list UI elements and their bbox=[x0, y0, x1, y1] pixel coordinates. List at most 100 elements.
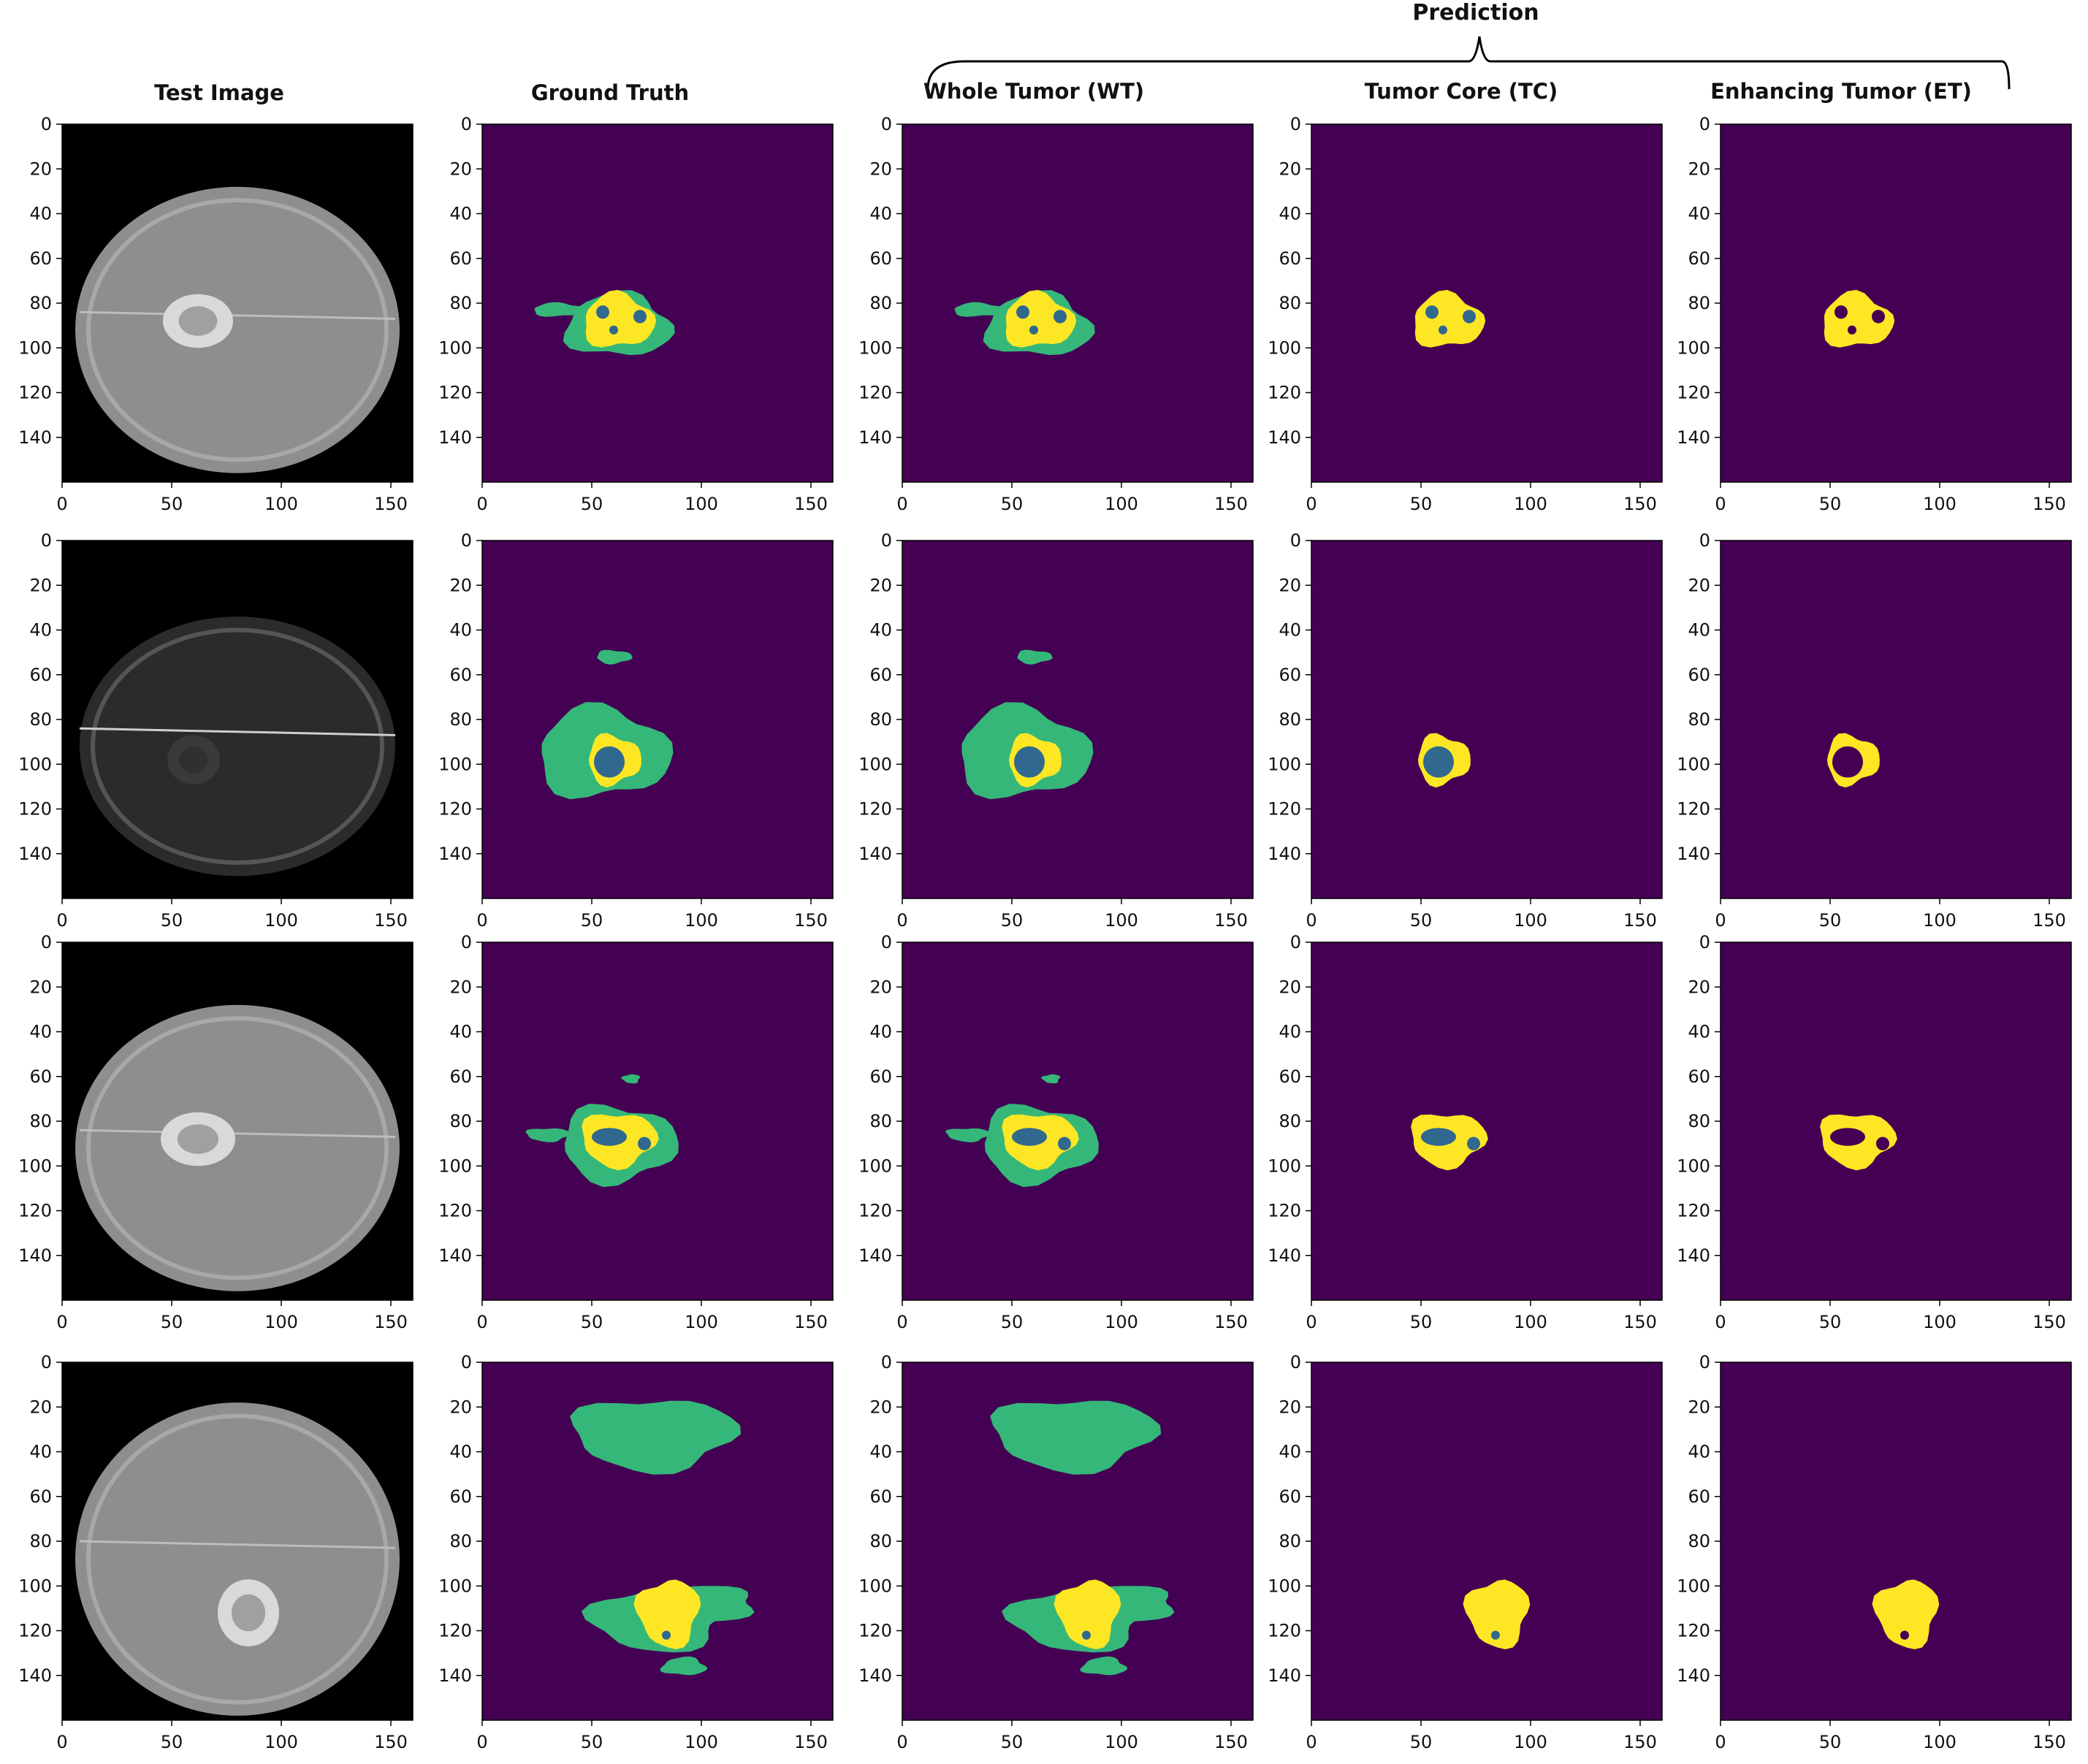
panel-row3-test-image: 0 20 40 60 80 100 120 140 0 50 100 150 bbox=[0, 932, 424, 1344]
y-tick-label: 140 bbox=[1268, 427, 1301, 448]
panel-row2-test-image: 0 20 40 60 80 100 120 140 0 50 100 150 bbox=[0, 530, 424, 942]
panel-plot: 0 20 40 60 80 100 120 140 0 50 100 150 bbox=[858, 1352, 1254, 1752]
panel-row1-whole-tumor: 0 20 40 60 80 100 120 140 0 50 100 150 bbox=[840, 114, 1264, 526]
image-area: 0 20 40 60 80 100 120 140 0 50 100 150 bbox=[18, 114, 414, 514]
y-tick-label: 140 bbox=[858, 844, 892, 864]
image-area: 0 20 40 60 80 100 120 140 0 50 100 150 bbox=[1677, 932, 2072, 1332]
column-title-whole-tumor: Whole Tumor (WT) bbox=[923, 79, 1145, 104]
y-tick-label: 120 bbox=[1677, 1621, 1710, 1641]
y-tick-label: 20 bbox=[1279, 575, 1301, 595]
y-tick-label: 120 bbox=[438, 1201, 472, 1221]
x-tick-label: 50 bbox=[161, 910, 183, 931]
image-area: 0 20 40 60 80 100 120 140 0 50 100 150 bbox=[858, 1352, 1254, 1752]
panel-plot: 0 20 40 60 80 100 120 140 0 50 100 150 bbox=[1677, 932, 2072, 1332]
y-tick-label: 80 bbox=[1279, 709, 1301, 730]
panel-row3-ground-truth: 0 20 40 60 80 100 120 140 0 50 100 150 bbox=[420, 932, 844, 1344]
x-tick-label: 150 bbox=[794, 494, 828, 514]
y-tick-label: 20 bbox=[29, 575, 52, 595]
x-tick-label: 100 bbox=[1514, 1312, 1547, 1332]
y-tick-label: 140 bbox=[858, 1665, 892, 1686]
x-tick-label: 0 bbox=[1715, 910, 1726, 931]
x-tick-label: 100 bbox=[685, 1732, 718, 1752]
panel-row4-enhancing-tumor: 0 20 40 60 80 100 120 140 0 50 100 150 bbox=[1658, 1352, 2082, 1764]
panel-row1-tumor-core: 0 20 40 60 80 100 120 140 0 50 100 150 bbox=[1249, 114, 1673, 526]
y-tick-label: 60 bbox=[449, 1486, 472, 1507]
panel-plot: 0 20 40 60 80 100 120 140 0 50 100 150 bbox=[18, 530, 414, 931]
y-tick-label: 60 bbox=[1688, 665, 1710, 685]
y-tick-label: 0 bbox=[1290, 932, 1301, 952]
x-tick-label: 150 bbox=[374, 1732, 408, 1752]
y-tick-label: 20 bbox=[1279, 977, 1301, 997]
y-tick-label: 40 bbox=[869, 620, 892, 641]
y-tick-label: 140 bbox=[1677, 1665, 1710, 1686]
x-tick-label: 50 bbox=[581, 1312, 603, 1332]
y-tick-label: 80 bbox=[869, 709, 892, 730]
x-tick-label: 0 bbox=[1306, 910, 1317, 931]
y-tick-label: 140 bbox=[18, 1245, 52, 1266]
column-title-ground-truth: Ground Truth bbox=[530, 80, 690, 105]
y-tick-label: 60 bbox=[869, 1066, 892, 1087]
y-tick-label: 100 bbox=[438, 1576, 472, 1596]
y-tick-label: 20 bbox=[1688, 159, 1710, 179]
image-area: 0 20 40 60 80 100 120 140 0 50 100 150 bbox=[438, 932, 834, 1332]
y-tick-label: 60 bbox=[869, 665, 892, 685]
image-area: 0 20 40 60 80 100 120 140 0 50 100 150 bbox=[18, 530, 414, 931]
panel-row1-ground-truth: 0 20 40 60 80 100 120 140 0 50 100 150 bbox=[420, 114, 844, 526]
x-tick-label: 150 bbox=[1214, 1732, 1248, 1752]
y-tick-label: 80 bbox=[449, 293, 472, 313]
x-tick-label: 50 bbox=[1001, 494, 1024, 514]
y-tick-label: 0 bbox=[1290, 530, 1301, 551]
y-tick-label: 100 bbox=[1677, 1576, 1710, 1596]
y-tick-label: 40 bbox=[1279, 620, 1301, 641]
y-tick-label: 60 bbox=[29, 1486, 52, 1507]
y-tick-label: 0 bbox=[41, 114, 52, 134]
y-tick-label: 120 bbox=[1268, 1201, 1301, 1221]
y-tick-label: 60 bbox=[449, 1066, 472, 1087]
y-tick-label: 100 bbox=[1268, 1576, 1301, 1596]
image-area: 0 20 40 60 80 100 120 140 0 50 100 150 bbox=[1677, 1352, 2072, 1752]
y-tick-label: 40 bbox=[1688, 1022, 1710, 1042]
y-tick-label: 120 bbox=[1268, 799, 1301, 820]
y-tick-label: 120 bbox=[438, 383, 472, 403]
y-tick-label: 120 bbox=[858, 799, 892, 820]
x-tick-label: 100 bbox=[1923, 1732, 1956, 1752]
x-tick-label: 150 bbox=[1623, 1732, 1657, 1752]
y-tick-label: 40 bbox=[449, 620, 472, 641]
y-tick-label: 60 bbox=[1688, 1066, 1710, 1087]
y-tick-label: 80 bbox=[29, 1111, 52, 1131]
y-tick-label: 0 bbox=[461, 530, 472, 551]
y-tick-label: 100 bbox=[1268, 754, 1301, 774]
y-tick-label: 60 bbox=[1279, 1066, 1301, 1087]
y-tick-label: 60 bbox=[1279, 248, 1301, 269]
y-tick-label: 60 bbox=[869, 1486, 892, 1507]
y-tick-label: 100 bbox=[1677, 1156, 1710, 1176]
x-tick-label: 100 bbox=[264, 1312, 298, 1332]
x-tick-label: 100 bbox=[1514, 910, 1547, 931]
panel-plot: 0 20 40 60 80 100 120 140 0 50 100 150 bbox=[438, 530, 834, 931]
x-tick-label: 100 bbox=[1105, 1312, 1138, 1332]
x-tick-label: 0 bbox=[56, 1732, 67, 1752]
y-tick-label: 40 bbox=[869, 1442, 892, 1462]
panel-plot: 0 20 40 60 80 100 120 140 0 50 100 150 bbox=[858, 530, 1254, 931]
x-tick-label: 0 bbox=[56, 910, 67, 931]
y-tick-label: 140 bbox=[438, 1665, 472, 1686]
y-tick-label: 60 bbox=[29, 665, 52, 685]
y-tick-label: 120 bbox=[1677, 799, 1710, 820]
panel-plot: 0 20 40 60 80 100 120 140 0 50 100 150 bbox=[1268, 1352, 1663, 1752]
y-tick-label: 0 bbox=[41, 1352, 52, 1372]
y-tick-label: 80 bbox=[1279, 1531, 1301, 1551]
image-area: 0 20 40 60 80 100 120 140 0 50 100 150 bbox=[1268, 530, 1663, 931]
panel-plot: 0 20 40 60 80 100 120 140 0 50 100 150 bbox=[438, 114, 834, 514]
x-tick-label: 50 bbox=[1001, 1732, 1024, 1752]
image-area: 0 20 40 60 80 100 120 140 0 50 100 150 bbox=[18, 932, 414, 1332]
panel-row2-ground-truth: 0 20 40 60 80 100 120 140 0 50 100 150 bbox=[420, 530, 844, 942]
panel-plot: 0 20 40 60 80 100 120 140 0 50 100 150 bbox=[18, 114, 414, 514]
x-tick-label: 100 bbox=[685, 494, 718, 514]
x-tick-label: 50 bbox=[581, 1732, 603, 1752]
x-tick-label: 50 bbox=[1819, 910, 1842, 931]
y-tick-label: 100 bbox=[18, 754, 52, 774]
y-tick-label: 0 bbox=[1290, 1352, 1301, 1372]
x-tick-label: 150 bbox=[794, 1732, 828, 1752]
y-tick-label: 140 bbox=[438, 844, 472, 864]
image-area: 0 20 40 60 80 100 120 140 0 50 100 150 bbox=[858, 932, 1254, 1332]
